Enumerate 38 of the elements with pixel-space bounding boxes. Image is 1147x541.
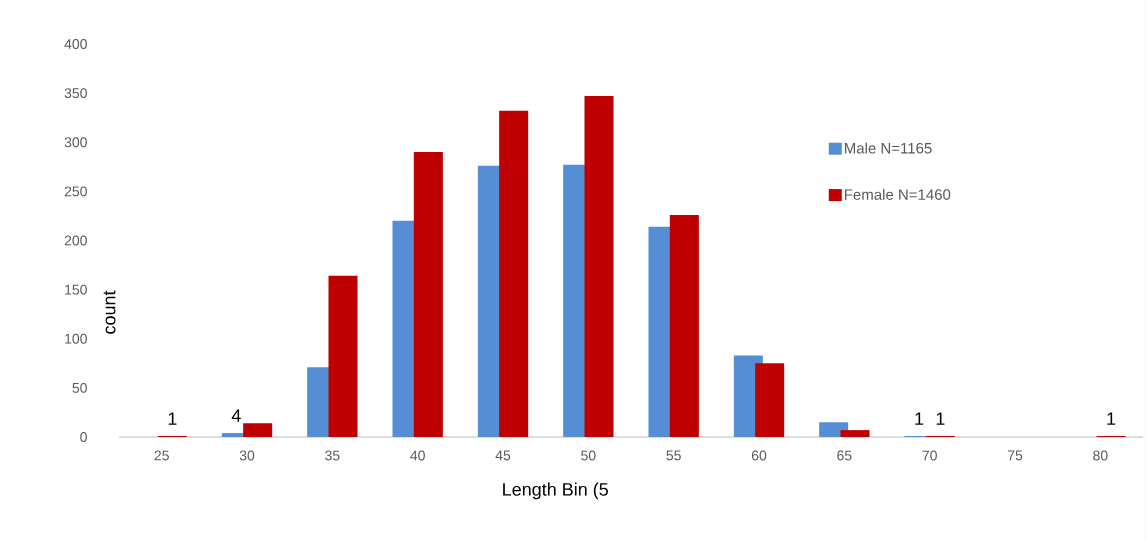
x-tick-label: 70 [922, 450, 937, 461]
y-tick-label: 200 [64, 235, 87, 246]
x-tick-label: 25 [154, 450, 169, 461]
bar [755, 363, 785, 437]
x-tick-label: 75 [1007, 450, 1023, 461]
y-tick-label: 400 [64, 39, 87, 49]
x-tick-label: 40 [410, 450, 425, 461]
x-tick-label: 35 [325, 450, 340, 461]
y-tick-label: 50 [72, 382, 87, 393]
data-label: 1 [915, 412, 924, 425]
x-tick-label: 60 [751, 450, 767, 461]
x-axis-title: Length Bin (5 [503, 482, 608, 500]
bar [840, 430, 870, 437]
x-tick-label: 50 [581, 450, 596, 461]
x-tick-label: 45 [495, 450, 511, 461]
data-label: 1 [936, 412, 945, 425]
bar [413, 152, 443, 437]
data-label: 1 [1107, 412, 1116, 425]
y-tick-label: 250 [64, 186, 87, 197]
data-label: 4 [231, 409, 241, 422]
bar [499, 110, 529, 437]
x-tick-label: 80 [1093, 450, 1108, 461]
x-tick-label: 55 [666, 450, 681, 461]
y-tick-label: 350 [64, 88, 87, 99]
x-tick-label: 65 [837, 450, 852, 461]
bar [584, 96, 614, 437]
bar [328, 275, 358, 437]
y-tick-label: 150 [65, 284, 87, 295]
data-label: 1 [168, 412, 177, 425]
legend-label: Female N=1460 [845, 188, 951, 200]
bar [243, 423, 273, 437]
y-tick-label: 0 [80, 432, 87, 442]
y-axis-title: count [103, 290, 116, 334]
legend-label: Male N=1165 [845, 142, 932, 154]
y-tick-label: 100 [65, 333, 87, 344]
y-tick-label: 300 [64, 137, 87, 148]
bar [669, 214, 699, 437]
x-tick-label: 30 [239, 450, 255, 461]
